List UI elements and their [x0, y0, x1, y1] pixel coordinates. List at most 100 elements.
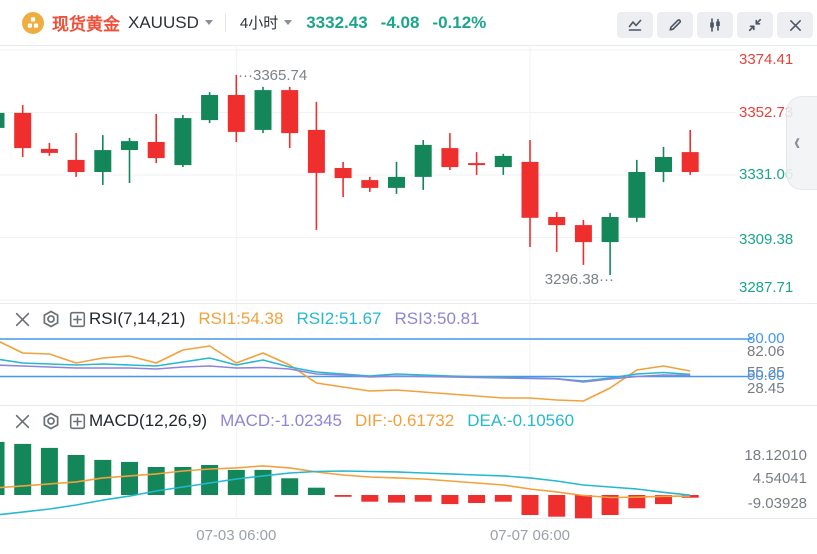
macd-add-button[interactable] — [69, 413, 86, 430]
gear-icon — [43, 310, 59, 328]
candles-icon — [710, 18, 720, 32]
macd-bar — [227, 469, 245, 495]
pencil-icon — [669, 19, 682, 31]
indicators-button[interactable] — [697, 12, 733, 38]
rsi-line-rsi1 — [0, 341, 691, 402]
close-icon — [15, 312, 30, 326]
symbol-label: XAUUSD — [128, 12, 199, 32]
close-chart-button[interactable] — [777, 12, 813, 38]
chevron-down-icon — [204, 20, 213, 25]
timeframe-selector[interactable]: 4小时 — [239, 12, 293, 33]
candle-body — [307, 129, 325, 173]
timeframe-label: 4小时 — [239, 15, 279, 32]
macd-bar — [361, 495, 379, 502]
draw-button[interactable] — [657, 12, 693, 38]
close-icon — [789, 19, 801, 31]
candle-body — [121, 141, 138, 150]
rsi-line-rsi2 — [0, 357, 691, 382]
rsi-panel-header: RSI(7,14,21) RSI1:54.38 RSI2:51.67 RSI3:… — [14, 307, 480, 331]
macd-bar — [40, 447, 58, 495]
collapse-arrows-icon — [748, 18, 762, 32]
candle-body — [40, 148, 58, 153]
macd-panel-header: MACD(12,26,9) MACD:-1.02345 DIF:-0.61732… — [14, 409, 574, 433]
price-change-percent: -0.12% — [432, 12, 487, 32]
candle-body — [388, 176, 405, 188]
rsi-close-button[interactable] — [14, 311, 31, 328]
candle-body — [574, 225, 592, 243]
line-chart-button[interactable] — [617, 12, 653, 38]
macd-bar — [307, 487, 325, 495]
macd-value: MACD:-1.02345 — [220, 411, 342, 430]
macd-bar — [254, 469, 272, 495]
rsi-line-rsi3 — [0, 364, 691, 383]
macd-bar — [601, 495, 619, 515]
macd-line-dea — [0, 470, 691, 516]
macd-settings-button[interactable] — [42, 412, 60, 430]
instrument-name: 现货黄金 — [52, 15, 120, 34]
symbol-selector[interactable]: XAUUSD — [128, 13, 213, 33]
candle-body — [601, 217, 619, 243]
pane-divider — [0, 518, 817, 519]
macd-bar — [334, 495, 352, 497]
macd-bar — [414, 495, 432, 502]
macd-bar — [201, 465, 219, 495]
dea-value: DEA:-0.10560 — [467, 411, 575, 430]
gold-coin-icon — [22, 11, 44, 34]
quote-group: 3332.43 -4.08 -0.12% — [306, 13, 486, 33]
dif-value: DIF:-0.61732 — [355, 411, 455, 430]
chevron-left-icon: ‹ — [794, 128, 801, 156]
macd-bar — [468, 495, 486, 503]
macd-bar — [574, 495, 592, 519]
macd-bar — [441, 495, 459, 505]
macd-bar — [521, 495, 539, 515]
candle-body — [334, 168, 352, 179]
rsi-title: RSI(7,14,21) — [89, 309, 186, 328]
macd-bar — [121, 461, 138, 495]
side-panel-toggle[interactable]: ‹ — [786, 96, 817, 190]
candle-body — [67, 159, 85, 172]
macd-line-dif — [0, 465, 691, 499]
plus-square-icon — [69, 311, 86, 327]
collapse-button[interactable] — [737, 12, 773, 38]
rsi-add-button[interactable] — [69, 311, 86, 328]
last-price: 3332.43 — [306, 12, 368, 32]
macd-bar — [0, 441, 5, 495]
rsi3-value: RSI3:50.81 — [394, 309, 480, 328]
macd-bar — [494, 495, 512, 502]
macd-close-button[interactable] — [14, 413, 31, 430]
price-change: -4.08 — [380, 12, 420, 32]
candle-body — [468, 163, 486, 166]
rsi1-value: RSI1:54.38 — [198, 309, 284, 328]
macd-bar — [628, 495, 646, 509]
candle-body — [94, 150, 112, 172]
candle-body — [281, 90, 299, 134]
header-divider — [224, 13, 226, 32]
chevron-down-icon — [284, 20, 293, 25]
macd-title: MACD(12,26,9) — [89, 411, 208, 430]
macd-bar — [281, 478, 299, 495]
macd-bar — [655, 495, 672, 505]
close-icon — [15, 414, 30, 428]
candle-body — [548, 217, 566, 226]
candle-body — [201, 95, 219, 121]
chart-header: 现货黄金 XAUUSD 4小时 3332.43 -4.08 -0.12% — [0, 0, 817, 45]
rsi-settings-button[interactable] — [42, 310, 60, 328]
candle-body — [14, 112, 32, 149]
line-chart-icon — [628, 19, 642, 31]
macd-bar — [388, 495, 405, 503]
rsi2-value: RSI2:51.67 — [296, 309, 382, 328]
candle-body — [361, 180, 379, 188]
macd-bar — [548, 495, 566, 517]
plus-square-icon — [69, 413, 86, 429]
candle-body — [147, 142, 165, 159]
candle-body — [681, 152, 699, 172]
macd-bar — [14, 443, 32, 495]
candle-body — [628, 172, 646, 218]
candle-body — [254, 90, 272, 130]
pane-divider — [0, 45, 817, 46]
candle-body — [521, 161, 539, 218]
candle-body — [494, 155, 512, 168]
pane-divider — [0, 405, 817, 406]
